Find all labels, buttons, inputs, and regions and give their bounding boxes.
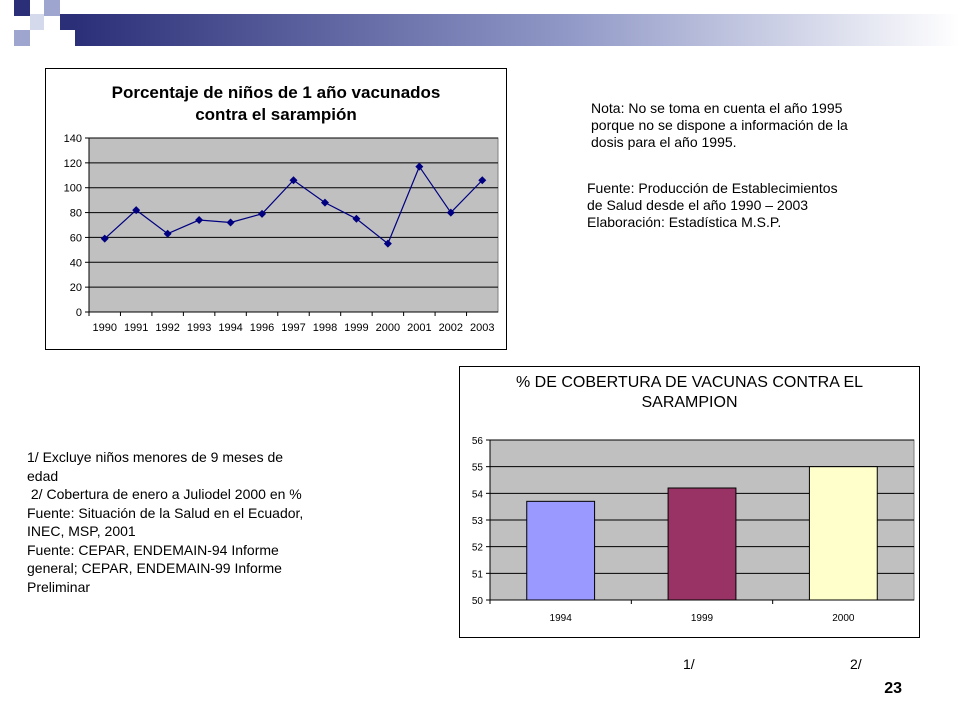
bar-x-tick-label: 1999 (691, 613, 714, 624)
line-chart: 0 20 40 60 80 100 120 140 1990 1991 1992 1993 1994 19… (64, 133, 499, 334)
note-line: Nota: No se toma en cuenta el año 1995 (591, 100, 843, 116)
bar-y-tick-label: 56 (472, 436, 484, 447)
bar-y-tick-label: 51 (472, 569, 484, 580)
note-line: dosis para el año 1995. (591, 134, 737, 150)
line-chart-title-line-2: contra el sarampión (195, 105, 357, 124)
page-number: 23 (884, 680, 902, 697)
line-point (163, 229, 172, 238)
footnote-line: Preliminar (27, 578, 91, 595)
line-y-tick-label: 20 (70, 282, 82, 294)
line-x-tick-label: 1990 (92, 322, 116, 334)
line-x-tick-label: 1998 (313, 322, 337, 334)
line-y-tick-label: 80 (70, 208, 82, 220)
marker-1: 1/ (683, 656, 695, 672)
bar-chart-title: % DE COBERTURA DE VACUNAS CONTRA EL SARA… (460, 373, 919, 413)
bar (526, 500, 596, 601)
deco-square (14, 30, 30, 46)
footnotes-block: 1/ Excluye niños menores de 9 meses de e… (27, 448, 357, 596)
line-x-tick-label: 1994 (218, 322, 242, 334)
line-x-tick-label: 2001 (407, 322, 431, 334)
footnote-line: general; CEPAR, ENDEMAIN-99 Informe (27, 560, 282, 576)
source-line: Fuente: Producción de Establecimientos (587, 180, 838, 196)
header-decoration (14, 0, 960, 46)
line-x-tick-label: 2000 (376, 322, 400, 334)
line-point (446, 208, 455, 217)
line-point (132, 206, 141, 215)
line-x-tick-label: 2002 (439, 322, 463, 334)
line-point (195, 216, 204, 225)
source-block: Fuente: Producción de Establecimientos d… (587, 180, 838, 231)
line-x-tick-label: 1996 (250, 322, 274, 334)
line-x-tick-label: 1991 (124, 322, 148, 334)
line-point (100, 234, 109, 243)
footnote-line: 1/ Excluye niños menores de 9 meses de (27, 449, 284, 465)
deco-square (44, 0, 60, 16)
line-point (258, 209, 267, 218)
source-line: Elaboración: Estadística M.S.P. (587, 214, 782, 230)
note-line: porque no se dispone a información de la (591, 117, 848, 133)
bar (808, 466, 878, 601)
footnote-line: Fuente: CEPAR, ENDEMAIN-94 Informe (27, 541, 279, 558)
line-x-tick-label: 2003 (470, 322, 494, 334)
line-point (352, 214, 361, 223)
marker-2: 2/ (850, 656, 862, 672)
deco-square (14, 0, 30, 16)
line-point (383, 239, 392, 248)
bar (667, 487, 737, 601)
footnote-line: INEC, MSP, 2001 (27, 523, 136, 539)
footnote-line: edad (27, 467, 59, 484)
line-chart-title-line-1: Porcentaje de niños de 1 año vacunados (111, 83, 441, 102)
line-x-tick-label: 1993 (187, 322, 211, 334)
line-y-tick-label: 0 (76, 307, 82, 319)
header-gradient-bar (75, 14, 960, 46)
bar-x-tick-label: 1994 (550, 613, 573, 624)
bar-y-tick-label: 50 (472, 596, 484, 607)
note-block: Nota: No se toma en cuenta el año 1995 p… (591, 100, 848, 151)
line-chart-title: Porcentaje de niños de 1 año vacunados c… (46, 82, 506, 126)
bar-chart-title-line-2: SARAMPION (641, 394, 738, 411)
line-point (478, 176, 487, 185)
line-y-tick-label: 60 (70, 232, 82, 244)
line-x-tick-label: 1992 (155, 322, 179, 334)
line-y-tick-label: 100 (64, 183, 82, 195)
bar-y-tick-label: 53 (472, 516, 484, 527)
line-point (289, 176, 298, 185)
line-y-tick-label: 120 (64, 158, 82, 170)
bar-chart-container: % DE COBERTURA DE VACUNAS CONTRA EL SARA… (459, 366, 920, 638)
bar-chart: 50 51 52 53 54 55 56 1994 1999 2000 (472, 436, 915, 624)
bar-y-tick-label: 54 (472, 489, 484, 500)
bar-y-tick-label: 52 (472, 543, 484, 554)
line-plot-area (88, 137, 499, 313)
deco-square (60, 14, 75, 30)
line-point (320, 198, 329, 207)
bar-chart-title-line-1: % DE COBERTURA DE VACUNAS CONTRA EL (515, 374, 864, 391)
source-line: de Salud desde el año 1990 – 2003 (587, 197, 809, 213)
footnote-line: 2/ Cobertura de enero a Juliodel 2000 en… (27, 486, 302, 502)
line-y-tick-label: 40 (70, 257, 82, 269)
line-chart-container: Porcentaje de niños de 1 año vacunados c… (45, 68, 507, 350)
line-y-tick-label: 140 (64, 133, 82, 145)
line-x-tick-label: 1999 (344, 322, 368, 334)
bar-x-tick-label: 2000 (832, 613, 855, 624)
bar-y-tick-label: 55 (472, 463, 484, 474)
footnote-line: Fuente: Situación de la Salud en el Ecua… (27, 504, 304, 521)
line-x-tick-label: 1997 (281, 322, 305, 334)
line-point (415, 162, 424, 171)
line-point (226, 218, 235, 227)
deco-square (30, 14, 44, 30)
